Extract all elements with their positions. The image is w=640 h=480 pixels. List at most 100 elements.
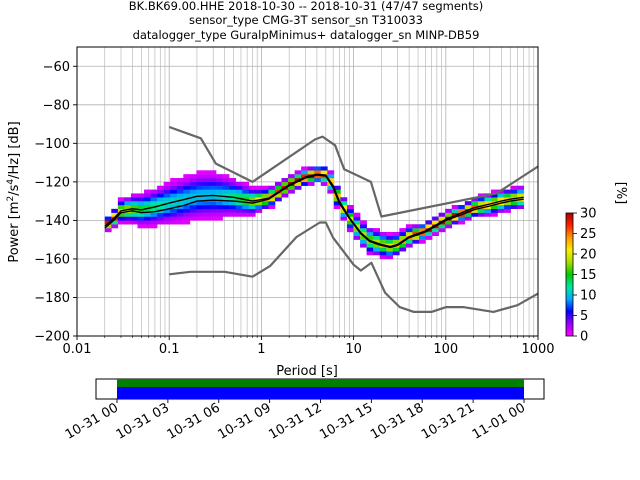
- histogram-cell: [360, 220, 367, 225]
- histogram-cell: [281, 189, 289, 194]
- histogram-cell: [373, 228, 380, 233]
- histogram-cell: [222, 201, 230, 206]
- histogram-cell: [117, 201, 125, 206]
- histogram-cell: [268, 185, 276, 190]
- histogram-cell: [399, 228, 407, 233]
- colorbar-tick-label: 5: [580, 309, 588, 324]
- histogram-cell: [189, 201, 197, 206]
- histogram-cell: [418, 231, 426, 237]
- histogram-cell: [458, 216, 466, 221]
- histogram-cell: [216, 204, 223, 210]
- histogram-cell: [340, 201, 348, 206]
- histogram-cell: [360, 231, 367, 237]
- histogram-cell: [510, 193, 518, 198]
- histogram-cell: [373, 235, 380, 240]
- histogram-cell: [301, 178, 308, 183]
- histogram-cell: [222, 193, 230, 198]
- histogram-cell: [353, 216, 361, 221]
- coverage-tick-label: 10-31 06: [165, 400, 223, 442]
- histogram-cell: [150, 201, 158, 206]
- histogram-cell: [425, 220, 433, 225]
- colorbar-label: [%]: [613, 182, 628, 205]
- histogram-cell: [248, 208, 256, 213]
- histogram-cell: [517, 201, 525, 206]
- histogram-cell: [117, 197, 125, 202]
- histogram-cell: [242, 185, 250, 190]
- histogram-cell: [301, 166, 308, 171]
- histogram-cell: [471, 208, 479, 213]
- histogram-cell: [176, 189, 184, 194]
- histogram-cell: [235, 185, 243, 190]
- histogram-cell: [261, 193, 269, 198]
- histogram-cell: [216, 212, 223, 217]
- histogram-cell: [144, 197, 151, 202]
- histogram-cell: [248, 185, 256, 190]
- histogram-cell: [477, 201, 485, 206]
- histogram-cell: [255, 193, 263, 198]
- histogram-cell: [281, 193, 289, 198]
- histogram-cell: [268, 201, 276, 206]
- histogram-cell: [183, 204, 191, 210]
- histogram-cell: [418, 239, 426, 244]
- histogram-cell: [242, 204, 250, 210]
- histogram-cell: [202, 204, 210, 210]
- histogram-cell: [346, 204, 354, 210]
- histogram-cell: [432, 216, 439, 221]
- histogram-cell: [117, 212, 125, 217]
- histogram-cell: [170, 197, 178, 202]
- coverage-used-bar: [117, 379, 524, 387]
- histogram-cell: [366, 243, 374, 248]
- histogram-cell: [137, 208, 145, 213]
- histogram-cell: [216, 208, 223, 213]
- histogram-cell: [137, 212, 145, 217]
- histogram-cell: [144, 189, 151, 194]
- histogram-cell: [340, 212, 348, 217]
- histogram-cell: [170, 189, 178, 194]
- histogram-cell: [327, 170, 335, 175]
- histogram-cell: [320, 166, 328, 171]
- histogram-cell: [490, 197, 498, 202]
- histogram-cell: [490, 208, 498, 213]
- histogram-cell: [216, 174, 223, 179]
- histogram-cell: [333, 204, 341, 210]
- histogram-cell: [176, 178, 184, 183]
- histogram-cell: [202, 170, 210, 175]
- y-tick-label: −160: [34, 252, 70, 267]
- histogram-cell: [189, 204, 197, 210]
- histogram-cell: [490, 212, 498, 217]
- histogram-cell: [196, 170, 204, 175]
- histogram-cell: [209, 189, 217, 194]
- histogram-cell: [425, 231, 433, 237]
- histogram-cell: [117, 216, 125, 221]
- histogram-cell: [379, 251, 387, 256]
- histogram-cell: [196, 201, 204, 206]
- histogram-cell: [157, 204, 164, 210]
- histogram-cell: [157, 197, 164, 202]
- histogram-cell: [379, 247, 387, 252]
- histogram-cell: [189, 185, 197, 190]
- histogram-cell: [229, 204, 236, 210]
- histogram-cell: [222, 185, 230, 190]
- histogram-cell: [353, 231, 361, 237]
- histogram-cell: [202, 189, 210, 194]
- histogram-cell: [150, 216, 158, 221]
- histogram-cell: [189, 208, 197, 213]
- histogram-cell: [438, 224, 446, 229]
- title-line-2: sensor_type CMG-3T sensor_sn T310033: [189, 13, 423, 27]
- histogram-cell: [150, 220, 158, 225]
- histogram-cell: [144, 216, 151, 221]
- colorbar-tick-label: 20: [580, 248, 597, 263]
- coverage-tick-label: 10-31 18: [368, 400, 426, 442]
- histogram-cell: [137, 201, 145, 206]
- histogram-cell: [346, 228, 354, 233]
- histogram-cell: [209, 201, 217, 206]
- histogram-cell: [346, 224, 354, 229]
- histogram-cell: [170, 178, 178, 183]
- coverage-tick-label: 10-31 12: [266, 400, 324, 442]
- histogram-cell: [248, 204, 256, 210]
- coverage-tick-label: 10-31 21: [419, 400, 477, 442]
- histogram-cell: [229, 197, 236, 202]
- histogram-cell: [183, 201, 191, 206]
- y-axis-label: Power [m2/s4/Hz] [dB]: [6, 121, 22, 262]
- histogram-cell: [235, 197, 243, 202]
